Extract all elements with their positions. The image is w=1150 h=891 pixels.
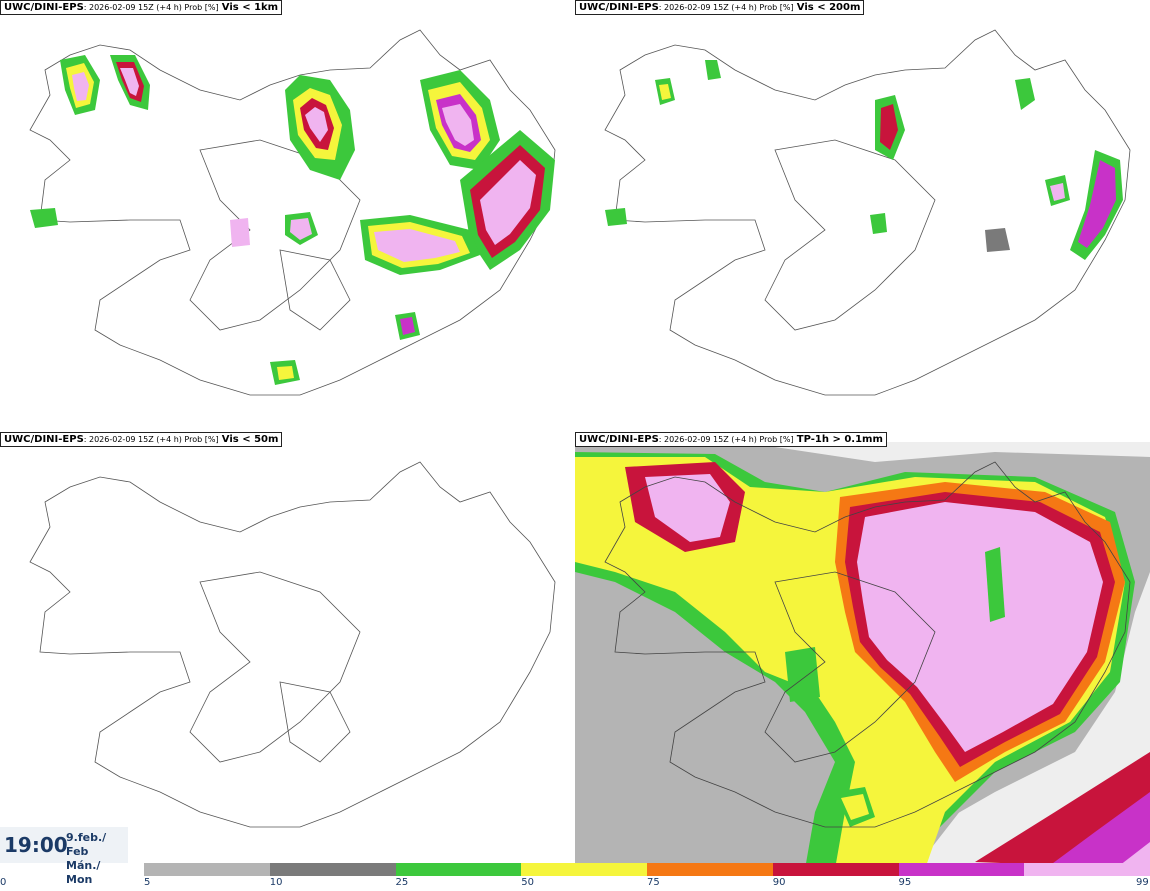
map-panel-vis-1km: UWC/DINI-EPS: 2026-02-09 15Z (+4 h) Prob…: [0, 0, 575, 437]
map-panel-vis-50m: UWC/DINI-EPS: 2026-02-09 15Z (+4 h) Prob…: [0, 432, 575, 869]
legend-swatch: [395, 863, 522, 876]
prob-overlay: [575, 442, 1150, 869]
panel-title: UWC/DINI-EPS: 2026-02-09 15Z (+4 h) Prob…: [0, 0, 283, 15]
panel-title: UWC/DINI-EPS: 2026-02-09 15Z (+4 h) Prob…: [575, 0, 865, 15]
legend-tick-label: 90: [772, 877, 786, 888]
valid-time-date: 9.feb./ Feb Mán./ Mon: [66, 831, 128, 887]
map-vis-200m: [604, 29, 1131, 396]
map-vis-50m: [29, 461, 556, 828]
date-line-2: Mán./ Mon: [66, 859, 101, 886]
legend-swatch: [1024, 863, 1150, 876]
legend-tick-label: 25: [395, 877, 409, 888]
legend-swatch: [898, 863, 1025, 876]
prob-overlay: [30, 55, 555, 385]
prob-overlay: [605, 60, 1123, 260]
panel-title: UWC/DINI-EPS: 2026-02-09 15Z (+4 h) Prob…: [575, 432, 887, 447]
color-legend: 0 5 10 25 50 75 90 95 99: [0, 863, 1150, 891]
legend-swatch: [521, 863, 647, 876]
map-panel-tp-1h: UWC/DINI-EPS: 2026-02-09 15Z (+4 h) Prob…: [575, 432, 1150, 869]
legend-tick-label: 95: [898, 877, 912, 888]
legend-tick-label: 0: [0, 877, 7, 888]
legend-tick-label: 5: [144, 877, 151, 888]
map-tp-1h: [575, 442, 1150, 869]
legend-tick-label: 75: [647, 877, 660, 888]
legend-tick-label: 50: [521, 877, 534, 888]
date-line-1: 9.feb./ Feb: [66, 831, 107, 858]
legend-swatch: [647, 863, 773, 876]
legend-swatch: [144, 863, 270, 876]
legend-swatch: [772, 863, 899, 876]
valid-time-box: 19:00 9.feb./ Feb Mán./ Mon: [0, 827, 128, 886]
map-vis-1km: [29, 29, 556, 396]
legend-tick-label: 10: [269, 877, 283, 888]
legend-tick-label: 99: [1136, 877, 1149, 888]
map-panel-vis-200m: UWC/DINI-EPS: 2026-02-09 15Z (+4 h) Prob…: [575, 0, 1150, 437]
valid-time-clock: 19:00: [4, 833, 68, 857]
legend-swatch: [269, 863, 396, 876]
panel-title: UWC/DINI-EPS: 2026-02-09 15Z (+4 h) Prob…: [0, 432, 283, 447]
